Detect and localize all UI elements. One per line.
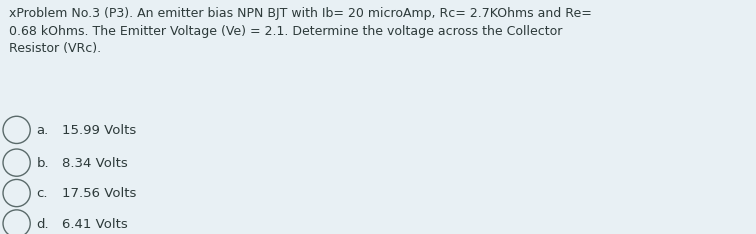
Text: c.: c. — [36, 187, 48, 200]
Text: d.: d. — [36, 218, 49, 231]
Text: 6.41 Volts: 6.41 Volts — [62, 218, 128, 231]
Text: 8.34 Volts: 8.34 Volts — [62, 157, 128, 170]
Text: xProblem No.3 (P3). An emitter bias NPN BJT with Ib= 20 microAmp, Rc= 2.7KOhms a: xProblem No.3 (P3). An emitter bias NPN … — [9, 7, 592, 55]
Text: b.: b. — [36, 157, 49, 170]
Text: 15.99 Volts: 15.99 Volts — [62, 124, 136, 137]
Text: a.: a. — [36, 124, 48, 137]
Text: 17.56 Volts: 17.56 Volts — [62, 187, 136, 200]
